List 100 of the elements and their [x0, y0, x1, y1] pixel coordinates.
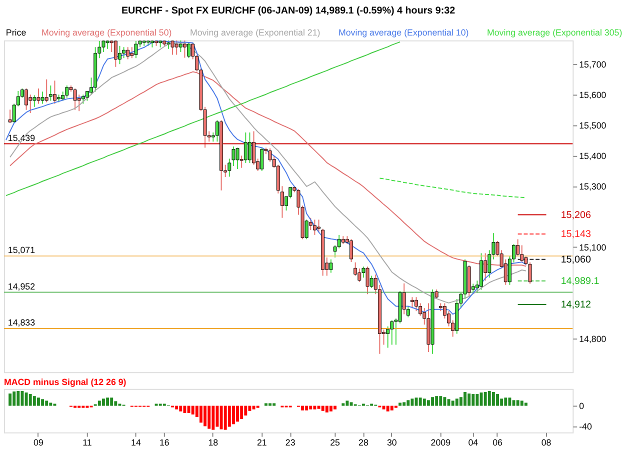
candlestick: [81, 94, 85, 104]
y-tick-label: 14,800: [579, 334, 606, 344]
bar: [317, 406, 320, 409]
bar: [268, 403, 272, 406]
bar: [426, 400, 430, 406]
candlestick: [236, 147, 240, 170]
candlestick: [350, 238, 354, 263]
ref-line-label: 14,952: [8, 281, 36, 292]
bar: [472, 394, 475, 406]
bar: [439, 396, 442, 406]
x-tick-label: 08: [541, 438, 552, 448]
bar: [309, 406, 312, 410]
y-tick-label: 15,600: [579, 90, 606, 100]
candlestick: [244, 132, 248, 164]
bar: [406, 400, 410, 406]
text: Moving average (Exponential 10): [338, 27, 469, 38]
line-series: [379, 178, 526, 198]
candlestick: [187, 42, 191, 59]
bar: [106, 398, 110, 406]
candlestick: [312, 219, 316, 236]
bar: [524, 402, 528, 406]
bar: [350, 402, 353, 406]
ref-line-label: 14,833: [8, 318, 36, 328]
y-tick-label: 15,300: [579, 182, 606, 192]
bar: [484, 392, 487, 406]
candlestick: [73, 88, 77, 110]
candlestick: [248, 132, 252, 164]
bar: [386, 406, 390, 412]
bar: [325, 406, 328, 412]
x-tick-label: 2009: [430, 438, 451, 448]
ref-line-label: 15,071: [8, 245, 36, 255]
bar: [476, 394, 479, 406]
candlestick: [114, 40, 118, 68]
x-tick-label: 09: [34, 438, 44, 448]
bar: [504, 398, 508, 406]
bar: [179, 406, 182, 412]
bar: [305, 406, 308, 410]
bar: [114, 401, 118, 406]
bar: [175, 406, 178, 410]
bar: [220, 406, 223, 430]
bar: [208, 406, 211, 429]
candlestick: [170, 40, 174, 56]
candlestick: [414, 296, 418, 312]
bar: [382, 406, 386, 410]
bar: [410, 398, 414, 406]
bar: [183, 406, 186, 413]
bar: [321, 406, 324, 411]
series-label: 14,912: [560, 299, 591, 310]
candlestick: [52, 80, 56, 104]
bar: [520, 400, 524, 406]
bar: [110, 398, 114, 406]
x-tick-label: 23: [285, 438, 296, 448]
bar: [216, 406, 219, 427]
x-tick-label: 04: [468, 438, 478, 448]
bar: [516, 400, 520, 406]
bar: [418, 398, 422, 406]
candlestick: [122, 46, 126, 59]
x-tick-label: 30: [386, 438, 397, 448]
x-tick-label: 16: [159, 438, 170, 448]
bar: [45, 400, 48, 406]
y-tick-label: 15,100: [579, 242, 606, 253]
bar: [224, 406, 227, 430]
candlestick: [36, 88, 40, 104]
candlestick: [65, 85, 69, 98]
x-tick-label: 18: [208, 438, 218, 448]
bar: [512, 400, 516, 406]
bar: [272, 403, 276, 406]
bar: [422, 398, 426, 406]
y-tick-label: 15,500: [579, 120, 606, 131]
bar: [191, 406, 194, 414]
series-label: 15,060: [560, 254, 592, 266]
candlestick: [61, 91, 65, 102]
series-label: 14,989.1: [560, 276, 600, 287]
bar: [212, 406, 215, 430]
bar: [16, 390, 20, 406]
candlestick: [390, 320, 394, 346]
legend-title: Price: [6, 27, 26, 38]
candlestick: [354, 262, 358, 276]
bar: [342, 403, 345, 406]
bar: [443, 397, 446, 406]
candlestick: [260, 148, 264, 172]
candlestick: [40, 91, 44, 104]
y-tick-label: 0: [579, 401, 584, 412]
bar: [240, 406, 244, 420]
series-label: 15,143: [560, 228, 592, 240]
candlestick: [44, 78, 48, 103]
text: Moving average (Exponential 50): [41, 27, 172, 38]
bar: [329, 406, 332, 412]
bar: [252, 406, 256, 410]
y-tick-label: 15,400: [579, 151, 606, 162]
bar: [204, 406, 207, 426]
x-tick-label: 21: [256, 438, 267, 448]
y-tick-label: -40: [579, 422, 592, 432]
y-tick-label: 15,700: [579, 60, 606, 70]
candlestick: [85, 90, 89, 102]
bar: [435, 396, 438, 406]
candlestick: [252, 130, 256, 166]
bar: [346, 400, 349, 406]
x-tick-label: 14: [131, 438, 141, 448]
bar: [464, 392, 466, 406]
